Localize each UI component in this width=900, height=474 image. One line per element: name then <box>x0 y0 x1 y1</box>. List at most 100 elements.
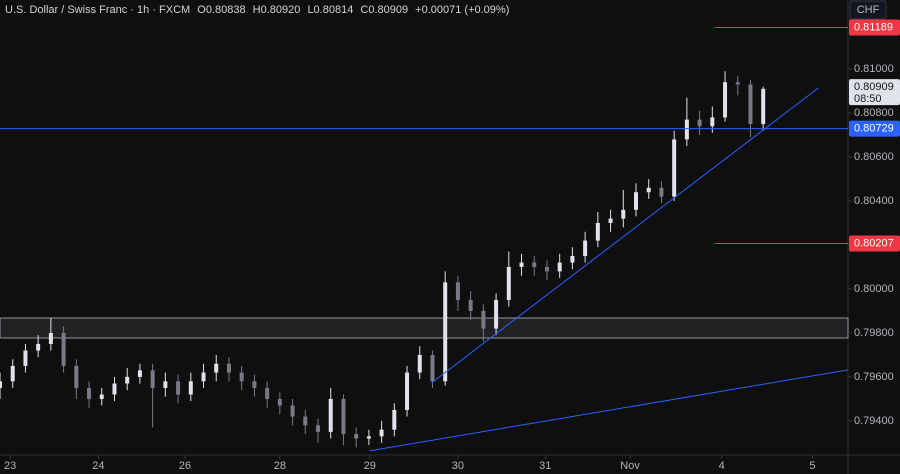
candle-body <box>379 429 384 437</box>
ohlc-open: O0.80838 <box>197 4 245 16</box>
candle-body <box>672 139 677 197</box>
candle-body <box>188 381 193 395</box>
plot-area <box>0 26 849 452</box>
candle-body <box>201 372 206 382</box>
level-label: 0.81189 <box>854 21 893 33</box>
currency[interactable]: CHF <box>857 4 880 16</box>
x-tick-label: 28 <box>274 460 286 472</box>
candle-body <box>0 381 2 388</box>
ohlc-close: C0.80909 <box>360 4 408 16</box>
last-price-tag <box>849 79 900 106</box>
currency-box[interactable] <box>849 0 887 20</box>
candle-body <box>634 192 638 210</box>
x-tick-label: 24 <box>92 460 104 472</box>
candle-body <box>544 266 549 272</box>
x-tick-label: 23 <box>4 460 16 472</box>
candle-body <box>290 405 295 417</box>
candle-body <box>176 381 181 395</box>
x-tick-label: 26 <box>179 460 191 472</box>
candle-body <box>748 84 753 125</box>
candle-body <box>481 310 486 329</box>
candle-body <box>595 222 600 241</box>
candle-body <box>621 209 626 219</box>
candle-body <box>570 255 575 263</box>
candle-body <box>468 299 473 311</box>
candle-body <box>87 387 92 399</box>
x-tick-label: 29 <box>364 460 376 472</box>
candle-body <box>252 381 257 388</box>
candle-body <box>392 409 397 430</box>
candle-body <box>430 354 435 382</box>
ohlc-high: H0.80920 <box>253 4 301 16</box>
candle-body <box>494 299 499 329</box>
header: U.S. Dollar / Swiss Franc · 1h · FXCM O0… <box>5 4 509 16</box>
support-zone <box>0 317 849 339</box>
candle-body <box>366 436 371 439</box>
candle-body <box>506 266 511 300</box>
candle-body <box>316 425 320 432</box>
candle-body <box>214 363 219 373</box>
candle-body <box>36 343 41 351</box>
x-tick-label: 30 <box>452 460 464 472</box>
candle-body <box>163 381 168 388</box>
candle-body <box>125 376 130 384</box>
symbol: U.S. Dollar / Swiss Franc · 1h · FXCM <box>5 4 190 16</box>
candle-body <box>532 262 537 267</box>
y-tick-label: 0.81000 <box>854 63 894 75</box>
candle-body <box>723 82 728 118</box>
candle-body <box>99 394 104 399</box>
countdown-label: 08:50 <box>854 93 882 105</box>
candle-body <box>735 82 740 85</box>
candle-body <box>455 282 460 300</box>
level-tag <box>849 19 900 36</box>
candle-body <box>74 365 79 388</box>
candle-body <box>10 365 15 382</box>
y-tick-label: 0.80400 <box>854 195 894 207</box>
y-tick-label: 0.80600 <box>854 151 894 163</box>
candle-body <box>341 398 346 435</box>
candle-body <box>405 372 410 410</box>
candle-body <box>684 119 689 140</box>
y-tick-label: 0.80800 <box>854 107 894 119</box>
x-tick-label: 4 <box>719 460 725 472</box>
y-tick-label: 0.80000 <box>854 283 894 295</box>
candle-body <box>277 398 282 406</box>
level-label: 0.80207 <box>854 237 894 249</box>
ohlc-change: +0.00071 (+0.09%) <box>415 4 509 16</box>
candle-body <box>710 117 715 127</box>
candle-body <box>23 350 28 366</box>
candle-body <box>226 363 231 373</box>
candle-body <box>519 262 524 267</box>
level-tag <box>849 235 900 252</box>
y-tick-label: 0.79800 <box>854 327 894 339</box>
x-tick-label: 5 <box>809 460 815 472</box>
candle-body <box>646 187 651 193</box>
y-tick-label: 0.79400 <box>854 415 894 427</box>
candle-body <box>328 398 333 432</box>
trendline <box>369 369 849 452</box>
candle-body <box>265 387 270 399</box>
level-label: 0.80729 <box>854 123 894 135</box>
candle-body <box>761 88 766 125</box>
candle-body <box>137 370 142 377</box>
candle-body <box>659 187 664 197</box>
x-tick-label: 31 <box>539 460 551 472</box>
trendline <box>431 87 819 384</box>
candle-body <box>61 332 66 366</box>
candle-body <box>112 383 117 395</box>
candle-body <box>557 262 562 272</box>
candle-body <box>150 370 155 388</box>
candle-body <box>443 282 448 382</box>
candle-body <box>303 416 308 426</box>
candle-body <box>354 434 359 439</box>
candle-body <box>583 240 588 256</box>
candle-body <box>608 218 613 223</box>
candle-body <box>417 354 422 373</box>
level-tag <box>849 120 900 137</box>
x-tick-label: Nov <box>620 460 640 472</box>
last-price-label: 0.80909 <box>854 81 894 93</box>
candle-body <box>48 332 53 344</box>
candle-body <box>239 372 244 382</box>
